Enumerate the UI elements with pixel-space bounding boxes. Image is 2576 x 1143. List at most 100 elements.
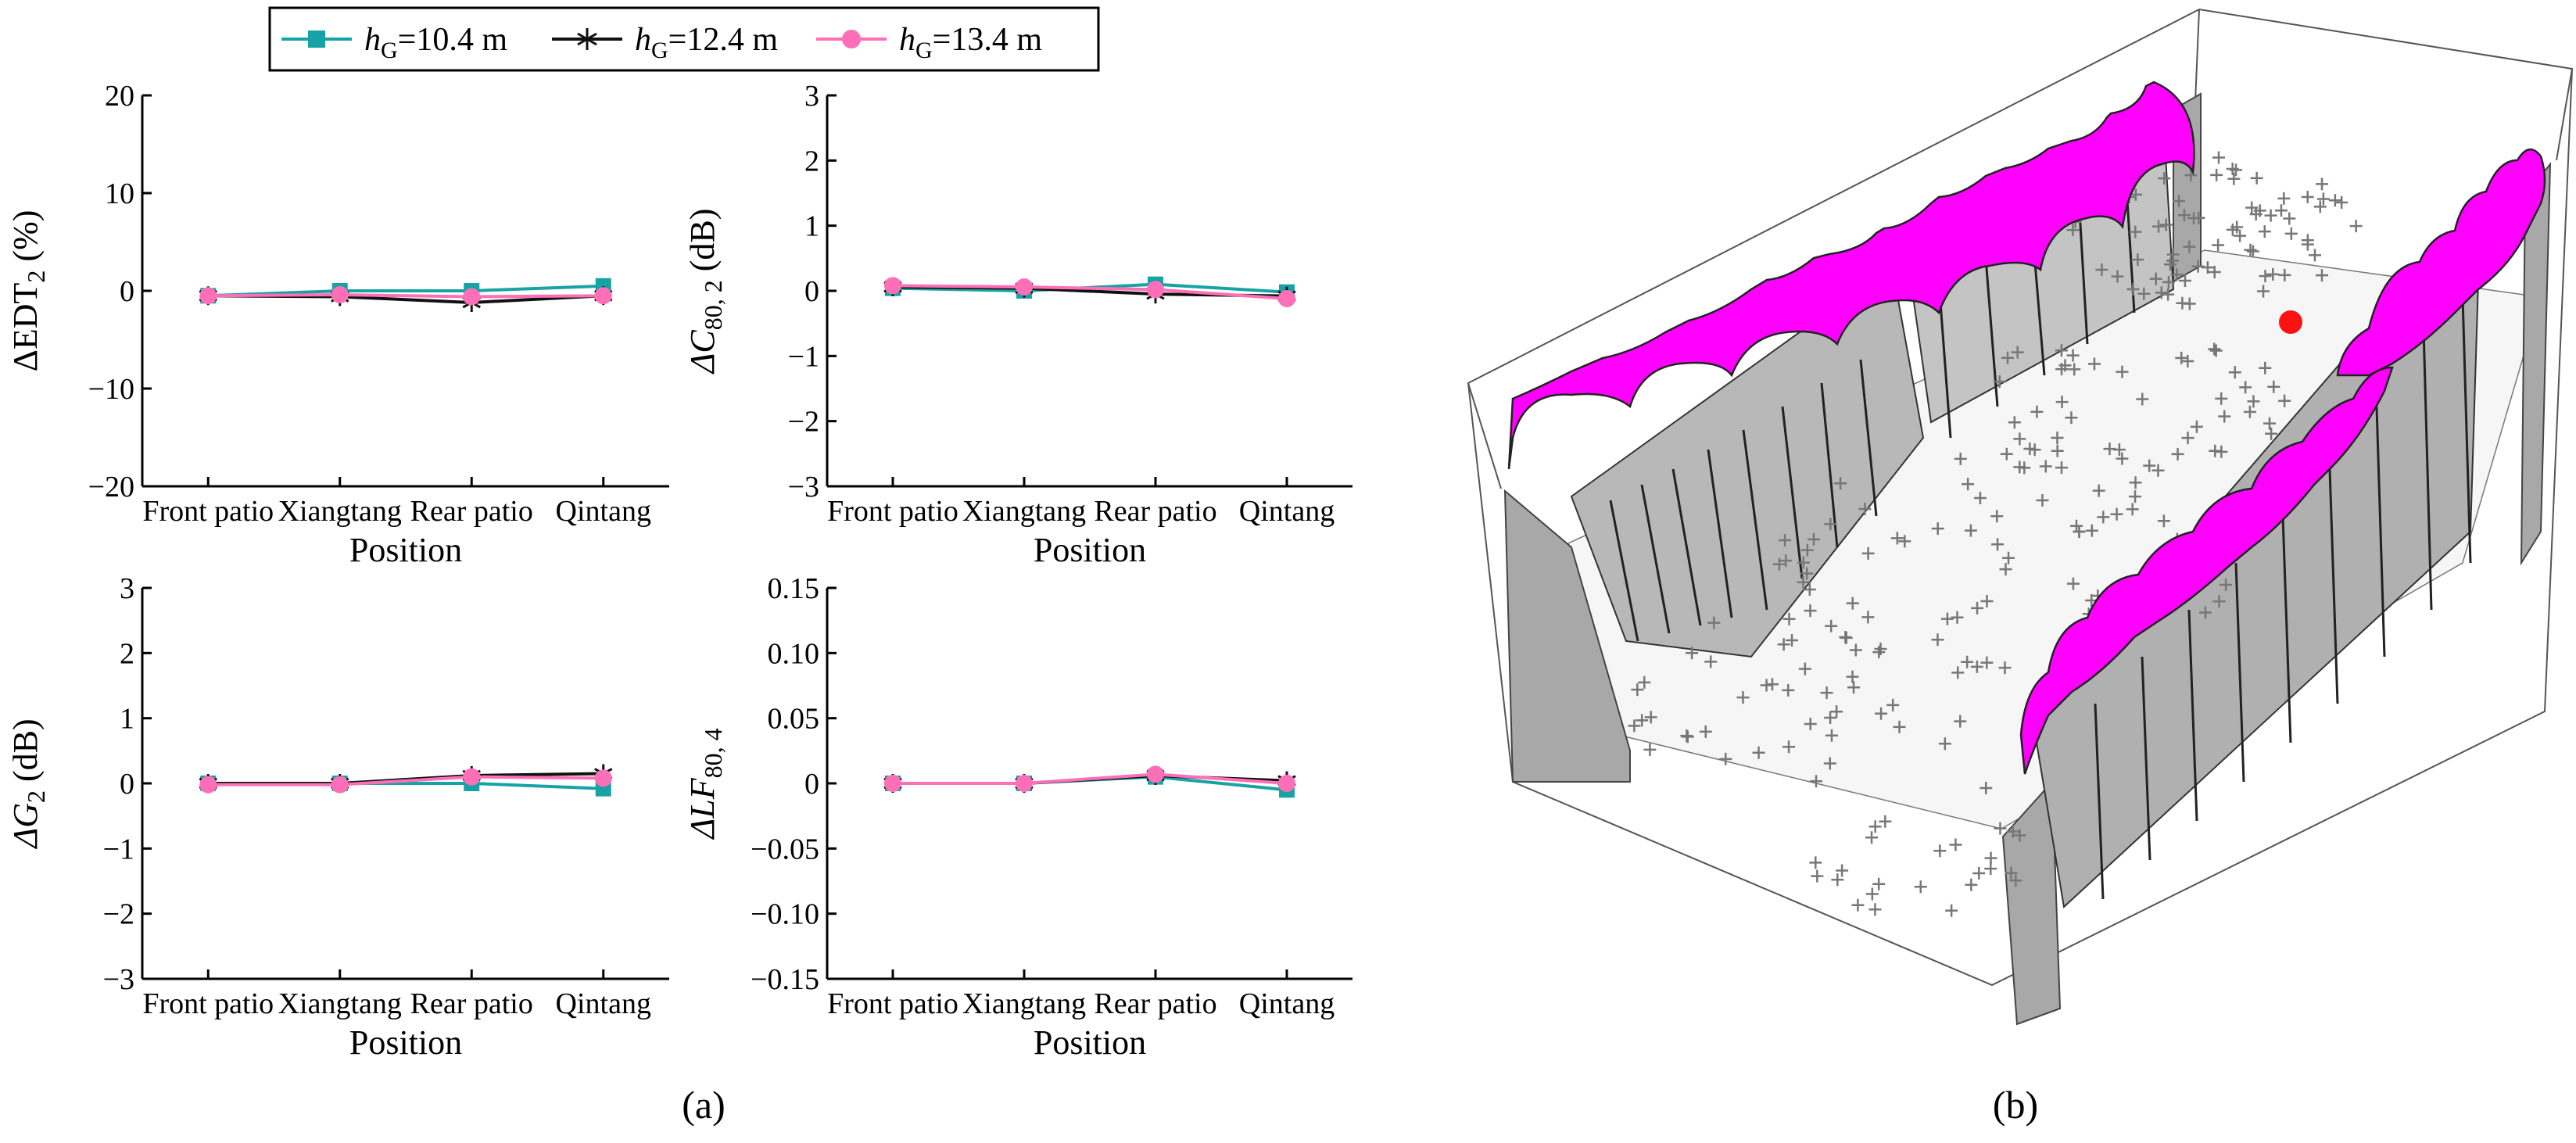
receiver-cross	[2073, 525, 2086, 539]
receiver-cross	[2157, 514, 2170, 528]
legend-entry-2-sub: G	[651, 38, 668, 63]
receiver-cross	[1868, 903, 1882, 916]
receiver-cross	[2187, 212, 2201, 225]
series-3	[199, 286, 612, 306]
left-wall	[1503, 489, 1631, 783]
x-axis-label: Position	[1034, 531, 1146, 569]
y-tick-label: 0.10	[768, 637, 820, 670]
receiver-cross	[2283, 212, 2296, 225]
receiver-cross	[1851, 898, 1865, 912]
x-axis-label: Position	[1034, 1023, 1146, 1062]
receiver-cross	[1636, 714, 1649, 727]
receiver-cross	[1752, 746, 1765, 759]
receiver-cross	[1872, 877, 1886, 890]
receiver-cross	[1994, 822, 2007, 835]
receiver-cross	[2181, 432, 2194, 445]
receiver-cross	[1991, 538, 2005, 551]
receiver-cross	[2068, 363, 2081, 376]
receiver-cross	[1980, 594, 1994, 607]
receiver-cross	[1847, 681, 1861, 694]
receiver-cross	[2181, 355, 2194, 368]
receiver-cross	[2267, 380, 2280, 393]
receiver-cross	[2129, 490, 2142, 503]
y-tick-label: −3	[788, 471, 819, 503]
data-point	[331, 776, 349, 794]
data-point	[1147, 281, 1164, 299]
data-point	[463, 288, 481, 306]
x-tick-label: Qintang	[556, 987, 651, 1020]
receiver-cross	[1825, 729, 1838, 742]
receiver-cross	[1951, 611, 1964, 624]
receiver-cross	[1940, 612, 1954, 625]
receiver-cross	[2209, 344, 2223, 357]
receiver-cross	[2013, 432, 2026, 446]
receiver-cross	[2244, 243, 2257, 256]
receiver-cross	[1824, 518, 1837, 531]
receiver-cross	[1875, 707, 1888, 720]
receiver-cross	[2278, 268, 2291, 281]
receiver-cross	[2055, 461, 2068, 475]
legend-entry-3-sub: G	[915, 38, 933, 63]
y-tick-label: 10	[105, 177, 134, 210]
series-3	[884, 765, 1295, 792]
receiver-cross	[1804, 717, 1817, 730]
receiver-cross	[1811, 869, 1824, 883]
svg-text:hG=10.4 m: hG=10.4 m	[364, 22, 507, 63]
receiver-cross	[2066, 224, 2080, 237]
y-axis-label: ΔEDT2 (%)	[6, 210, 50, 372]
x-tick-label: Rear patio	[1094, 495, 1216, 528]
receiver-cross	[2259, 270, 2272, 283]
x-tick-label: Xiangtang	[278, 495, 402, 528]
receiver-cross	[1999, 563, 2012, 576]
receiver-cross	[2328, 194, 2341, 207]
receiver-cross	[2234, 229, 2247, 242]
receiver-cross	[1809, 856, 1822, 869]
receiver-cross	[1954, 452, 1967, 465]
receiver-cross	[2228, 366, 2241, 379]
receiver-cross	[2212, 595, 2226, 608]
y-tick-label: −0.15	[751, 963, 819, 996]
y-tick-label: 1	[120, 703, 134, 736]
receiver-cross	[1849, 643, 1862, 657]
y-tick-label: 0.05	[768, 703, 820, 736]
receiver-cross	[1861, 546, 1875, 560]
receiver-cross	[1890, 532, 1904, 545]
receiver-cross	[1993, 375, 2006, 389]
receiver-cross	[2030, 405, 2044, 418]
receiver-cross	[2176, 296, 2189, 310]
receiver-cross	[2069, 519, 2083, 532]
receiver-cross	[2218, 410, 2231, 423]
sound-source-marker	[2279, 310, 2302, 334]
receiver-cross	[2177, 209, 2191, 222]
y-axis-label: ΔC80, 2 (dB)	[683, 209, 727, 375]
y-tick-label: −1	[788, 340, 819, 373]
receiver-cross	[2183, 240, 2196, 253]
receiver-cross	[1644, 711, 1657, 724]
receiver-cross	[2259, 361, 2272, 374]
legend-entry-2-rest: =12.4 m	[668, 22, 779, 58]
receiver-cross	[1990, 510, 2004, 523]
receiver-cross	[2316, 177, 2329, 191]
chart-panel-top-left: −20 −10 0 10 20 Front patio Xiangtang Rear pati…	[6, 80, 669, 569]
receiver-cross	[1965, 878, 1978, 891]
x-tick-label: Qintang	[556, 495, 651, 528]
receiver-cross	[2212, 238, 2225, 252]
receiver-cross	[2170, 268, 2184, 281]
hall-3d-model	[1467, 8, 2574, 1026]
y-axis-label: ΔG2 (dB)	[6, 718, 50, 849]
receiver-cross	[1998, 661, 2012, 675]
receiver-cross	[2257, 285, 2270, 298]
receiver-cross	[2131, 253, 2144, 267]
receiver-cross	[1638, 675, 1651, 689]
data-point	[1016, 278, 1033, 296]
receiver-cross	[1820, 686, 1833, 700]
receiver-cross	[1786, 634, 1799, 647]
receiver-cross	[2051, 444, 2064, 457]
receiver-cross	[1766, 678, 1779, 691]
receiver-cross	[2335, 195, 2348, 209]
chart-panel-bottom-right: −0.15 −0.10 −0.05 0 0.05 0.10 0.15 Front patio X…	[683, 572, 1352, 1062]
receiver-cross	[2266, 267, 2280, 281]
receiver-cross	[2264, 209, 2277, 222]
legend-entry-3: hG=13.4 m	[816, 22, 1042, 63]
receiver-cross	[1810, 775, 1823, 788]
